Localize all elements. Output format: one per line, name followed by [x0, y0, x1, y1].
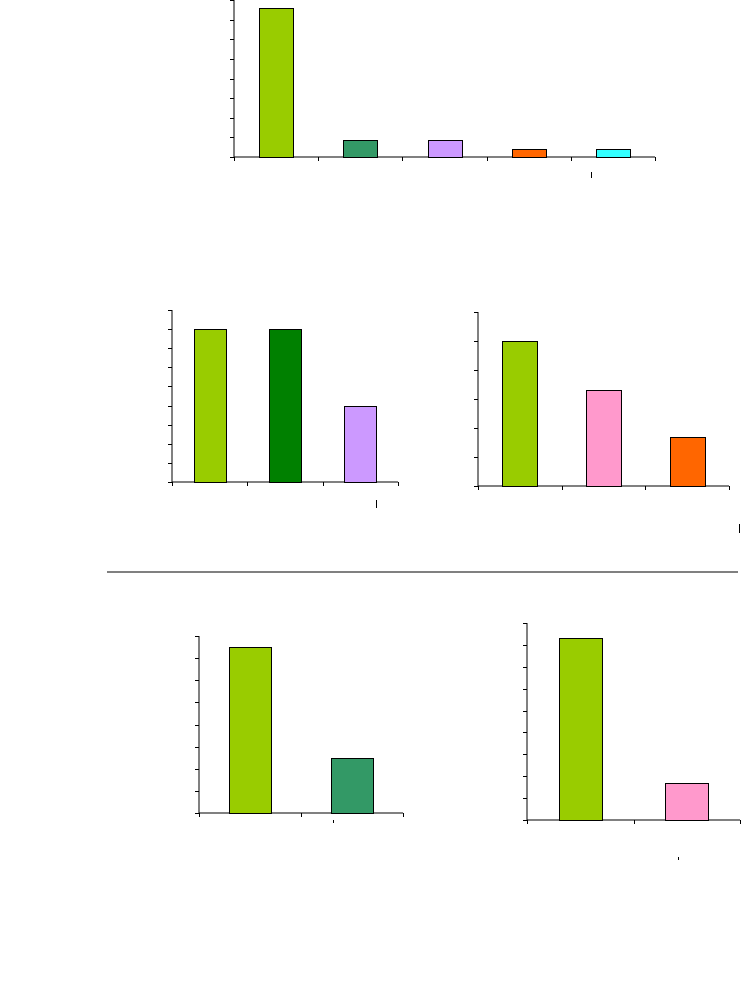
bar: [670, 437, 706, 487]
bar: [502, 341, 538, 487]
bar: [596, 149, 631, 158]
bar: [331, 758, 374, 814]
bar: [194, 329, 227, 483]
bar: [343, 140, 378, 158]
bar-chart-5: [523, 623, 741, 860]
bar: [269, 329, 302, 483]
bar: [559, 638, 603, 821]
bar: [229, 647, 272, 814]
bar-chart-1: [230, 0, 656, 178]
bar-chart-3: [474, 312, 740, 533]
bar-chart-2: [168, 310, 399, 508]
bar: [665, 783, 709, 821]
bar: [512, 149, 547, 158]
bar-chart-4: [195, 636, 404, 823]
bar: [259, 8, 294, 158]
bar: [586, 390, 622, 487]
bar: [428, 140, 463, 158]
bar: [344, 406, 377, 483]
